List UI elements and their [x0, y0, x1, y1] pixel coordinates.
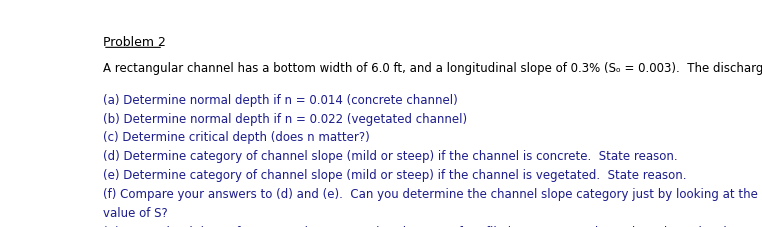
Text: (c) Determine critical depth (does n matter?): (c) Determine critical depth (does n mat… — [103, 131, 370, 144]
Text: value of S?: value of S? — [103, 207, 168, 220]
Text: (g) Water depth is 2.0 ft at one point.  Determine the type of profile in a conc: (g) Water depth is 2.0 ft at one point. … — [103, 226, 735, 227]
Text: (f) Compare your answers to (d) and (e).  Can you determine the channel slope ca: (f) Compare your answers to (d) and (e).… — [103, 188, 762, 201]
Text: (b) Determine normal depth if n = 0.022 (vegetated channel): (b) Determine normal depth if n = 0.022 … — [103, 113, 467, 126]
Text: (d) Determine category of channel slope (mild or steep) if the channel is concre: (d) Determine category of channel slope … — [103, 150, 677, 163]
Text: Problem 2: Problem 2 — [103, 36, 166, 49]
Text: A rectangular channel has a bottom width of 6.0 ft, and a longitudinal slope of : A rectangular channel has a bottom width… — [103, 62, 762, 75]
Text: (e) Determine category of channel slope (mild or steep) if the channel is vegeta: (e) Determine category of channel slope … — [103, 169, 687, 182]
Text: (a) Determine normal depth if n = 0.014 (concrete channel): (a) Determine normal depth if n = 0.014 … — [103, 94, 458, 107]
